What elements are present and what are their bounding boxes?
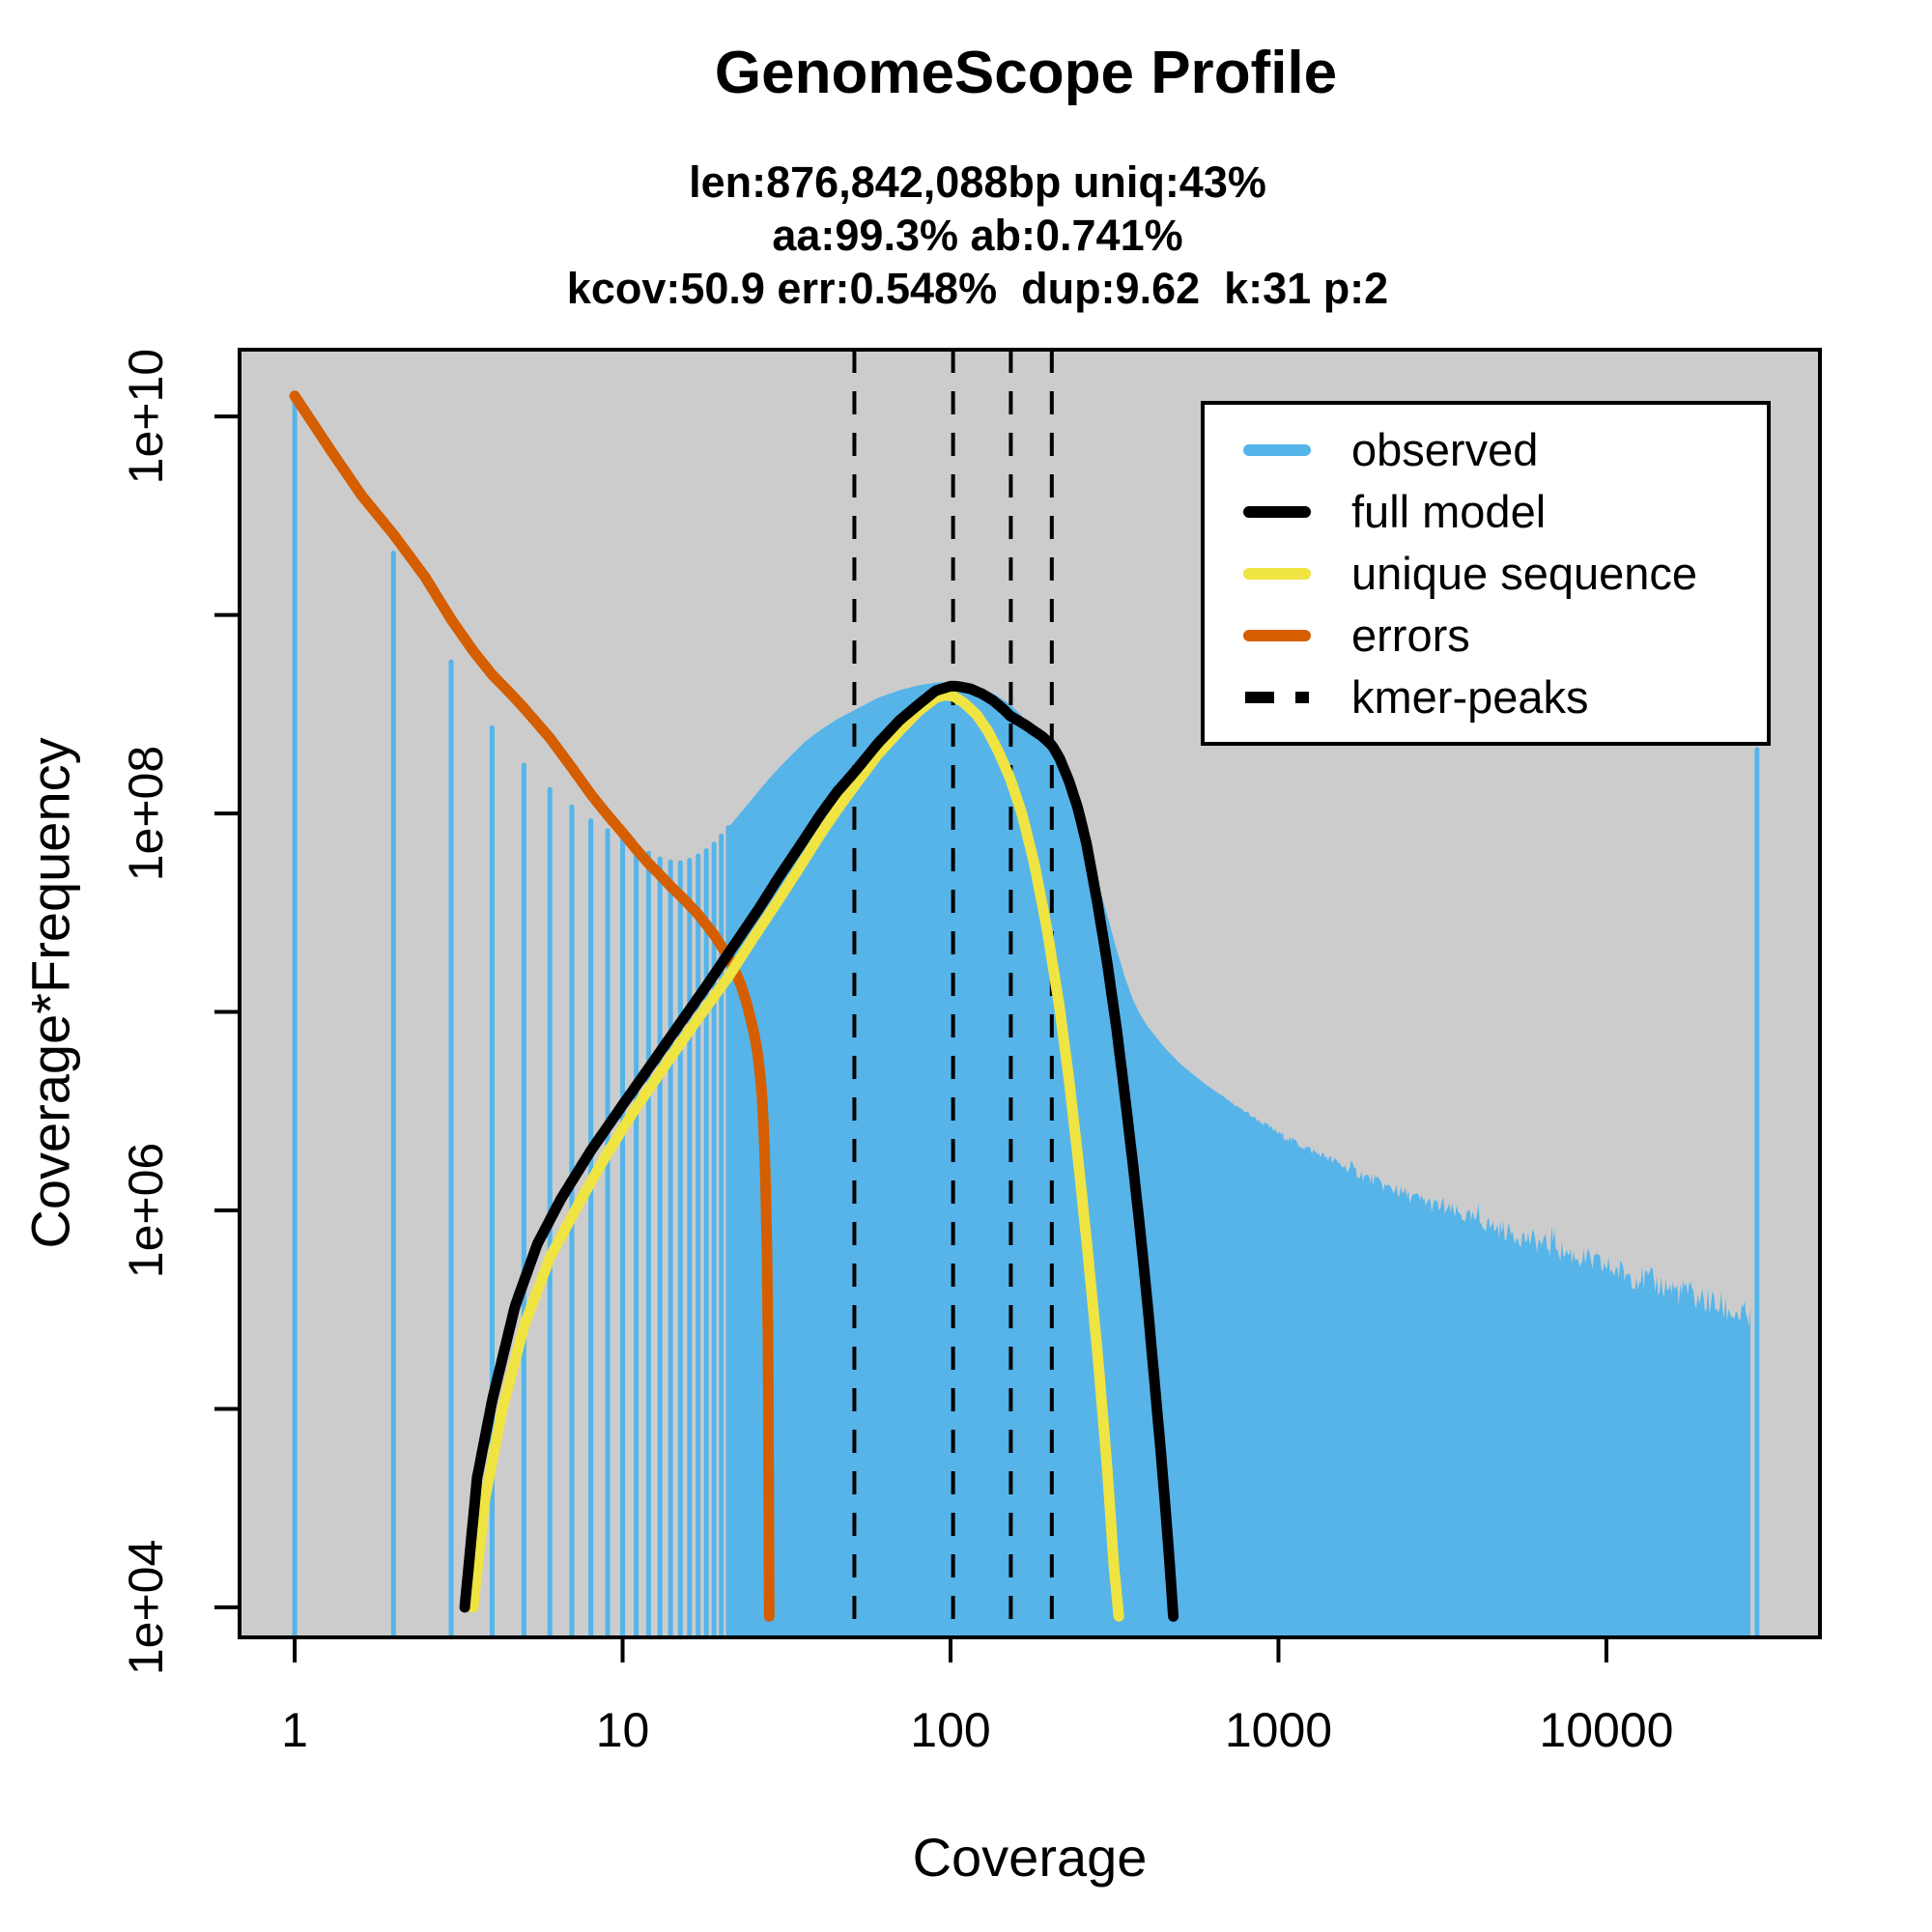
observed-discrete-bars [292,394,731,1637]
y-tick-label: 1e+06 [119,1143,173,1278]
y-tick-label: 1e+04 [119,1540,173,1675]
legend-item-observed: observed [1205,419,1767,481]
legend-item-full-model: full model [1205,481,1767,543]
subtitle-line-3: kcov:50.9 err:0.548% dup:9.62 k:31 p:2 [566,264,1389,313]
full-model-curve [459,680,1179,1622]
legend-swatch-full-model [1243,505,1311,518]
page-title: GenomeScope Profile [714,40,1338,106]
observed-histogram-fill [726,681,1751,1637]
x-tick-label: 10000 [1539,1703,1673,1757]
errors-curve [289,390,775,1622]
legend-label-unique-sequence: unique sequence [1351,548,1698,599]
subtitle-line-1: len:876,842,088bp uniq:43% [689,157,1266,207]
legend-label-errors: errors [1351,610,1470,661]
x-tick-label: 100 [910,1703,990,1757]
legend-item-errors: errors [1205,605,1767,667]
legend-label-observed: observed [1351,424,1539,475]
unique-sequence-curve [468,690,1124,1622]
y-tick-label: 1e+08 [119,746,173,881]
kmer-peak-lines [852,350,1054,1637]
x-tick-label: 1 [281,1703,308,1757]
y-axis-title: Coverage*Frequency [19,737,81,1249]
legend-swatch-kmer-peaks [1245,691,1309,703]
legend-swatch-observed [1243,443,1311,456]
legend: observed full model unique sequence errors k… [1201,401,1771,746]
legend-item-unique-sequence: unique sequence [1205,543,1767,605]
legend-swatch-unique-sequence [1243,567,1311,580]
subtitle-line-2: aa:99.3% ab:0.741% [772,211,1183,260]
x-axis-ticks: 1 10 100 1000 10000 [281,1639,1673,1757]
legend-item-kmer-peaks: kmer-peaks [1205,667,1767,728]
y-tick-label: 1e+10 [119,349,173,484]
legend-label-full-model: full model [1351,486,1547,537]
plot-border [238,348,1822,1639]
x-axis-title: Coverage [912,1827,1148,1888]
x-tick-label: 1000 [1225,1703,1332,1757]
x-tick-label: 10 [596,1703,650,1757]
plot-series-group [289,350,1760,1637]
legend-swatch-errors [1243,629,1311,641]
y-axis-ticks: 1e+04 1e+06 1e+08 1e+10 [119,349,238,1675]
legend-label-kmer-peaks: kmer-peaks [1351,671,1589,723]
